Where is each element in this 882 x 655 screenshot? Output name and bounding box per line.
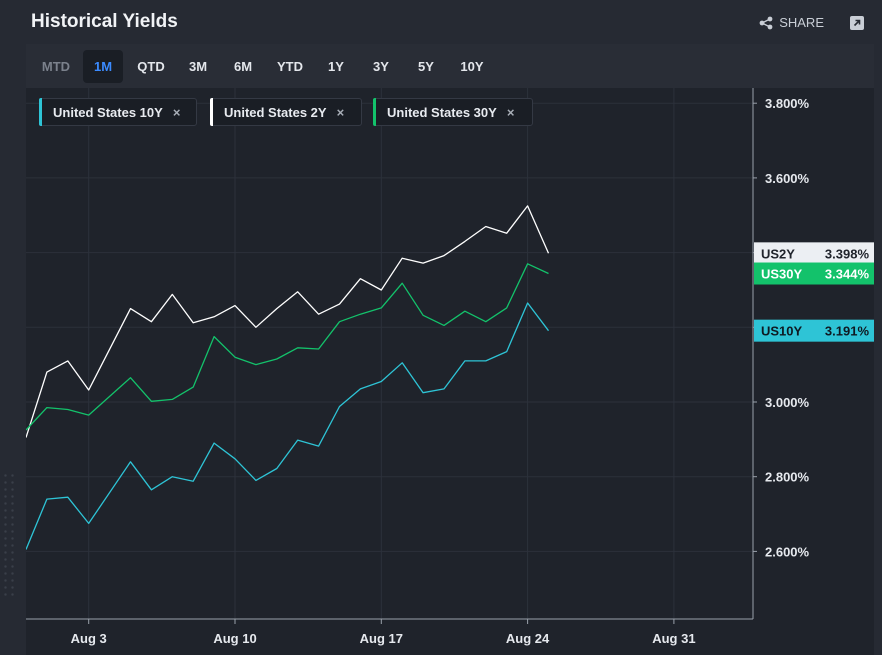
series-line-us30y [26,263,549,431]
tab-mtd[interactable]: MTD [41,59,71,74]
y-tick-label: 3.000% [765,395,810,410]
series-color-swatch [373,98,376,126]
chip-label: United States 2Y [224,104,327,120]
badge-series-tag: US10Y [761,324,803,339]
chip-label: United States 10Y [53,104,163,120]
series-color-swatch [210,98,213,126]
tab-1m[interactable]: 1M [83,50,123,83]
last-value-badge-us2y [754,242,874,265]
badge-last-value: 3.191% [825,324,870,339]
page-title: Historical Yields [31,11,178,32]
tab-5y[interactable]: 5Y [418,59,434,74]
tab-ytd[interactable]: YTD [277,59,303,74]
y-tick-label: 2.800% [765,470,810,485]
y-tick-label: 3.800% [765,96,810,111]
series-chip-us2y[interactable]: United States 2Y × [210,98,362,126]
last-value-badge-us10y [754,319,874,342]
series-color-swatch [39,98,42,126]
x-tick-label: Aug 31 [652,631,695,646]
series-line-us2y [26,205,550,438]
range-tabs: MTD 1M QTD 3M 6M YTD 1Y 3Y 5Y 10Y [26,44,874,88]
x-tick-label: Aug 24 [506,631,550,646]
last-value-badge-us30y [754,262,874,285]
x-tick-label: Aug 3 [71,631,107,646]
chip-label: United States 30Y [387,104,497,120]
chart-panel: MTD 1M QTD 3M 6M YTD 1Y 3Y 5Y 10Y 2.600%… [26,44,874,655]
x-tick-label: Aug 10 [213,631,256,646]
tab-3m[interactable]: 3M [188,59,208,74]
y-tick-label: 2.600% [765,544,810,559]
badge-series-tag: US2Y [761,246,795,261]
share-label: SHARE [779,15,824,30]
share-button[interactable]: SHARE [759,15,824,30]
series-line-us10y [26,302,550,550]
x-tick-label: Aug 17 [360,631,403,646]
badge-series-tag: US30Y [761,267,803,282]
tab-qtd[interactable]: QTD [137,59,165,74]
tab-6m[interactable]: 6M [233,59,253,74]
tab-3y[interactable]: 3Y [373,59,389,74]
series-chip-us10y[interactable]: United States 10Y × [39,98,197,126]
expand-icon[interactable] [850,16,864,30]
badge-last-value: 3.344% [825,267,870,282]
yield-chart: 2.600% 2.800% 3.000% 3.600% 3.800% Aug 3 Aug 1… [26,88,874,646]
badge-last-value: 3.398% [825,246,870,261]
tab-1y[interactable]: 1Y [328,59,344,74]
close-icon[interactable]: × [506,104,515,120]
share-icon [759,16,773,30]
y-tick-label: 3.600% [765,171,810,186]
tab-10y[interactable]: 10Y [460,59,484,74]
header: Historical Yields SHARE [0,0,882,44]
series-chip-us30y[interactable]: United States 30Y × [373,98,533,126]
drag-handle[interactable] [2,472,16,600]
close-icon[interactable]: × [336,104,345,120]
close-icon[interactable]: × [172,104,181,120]
